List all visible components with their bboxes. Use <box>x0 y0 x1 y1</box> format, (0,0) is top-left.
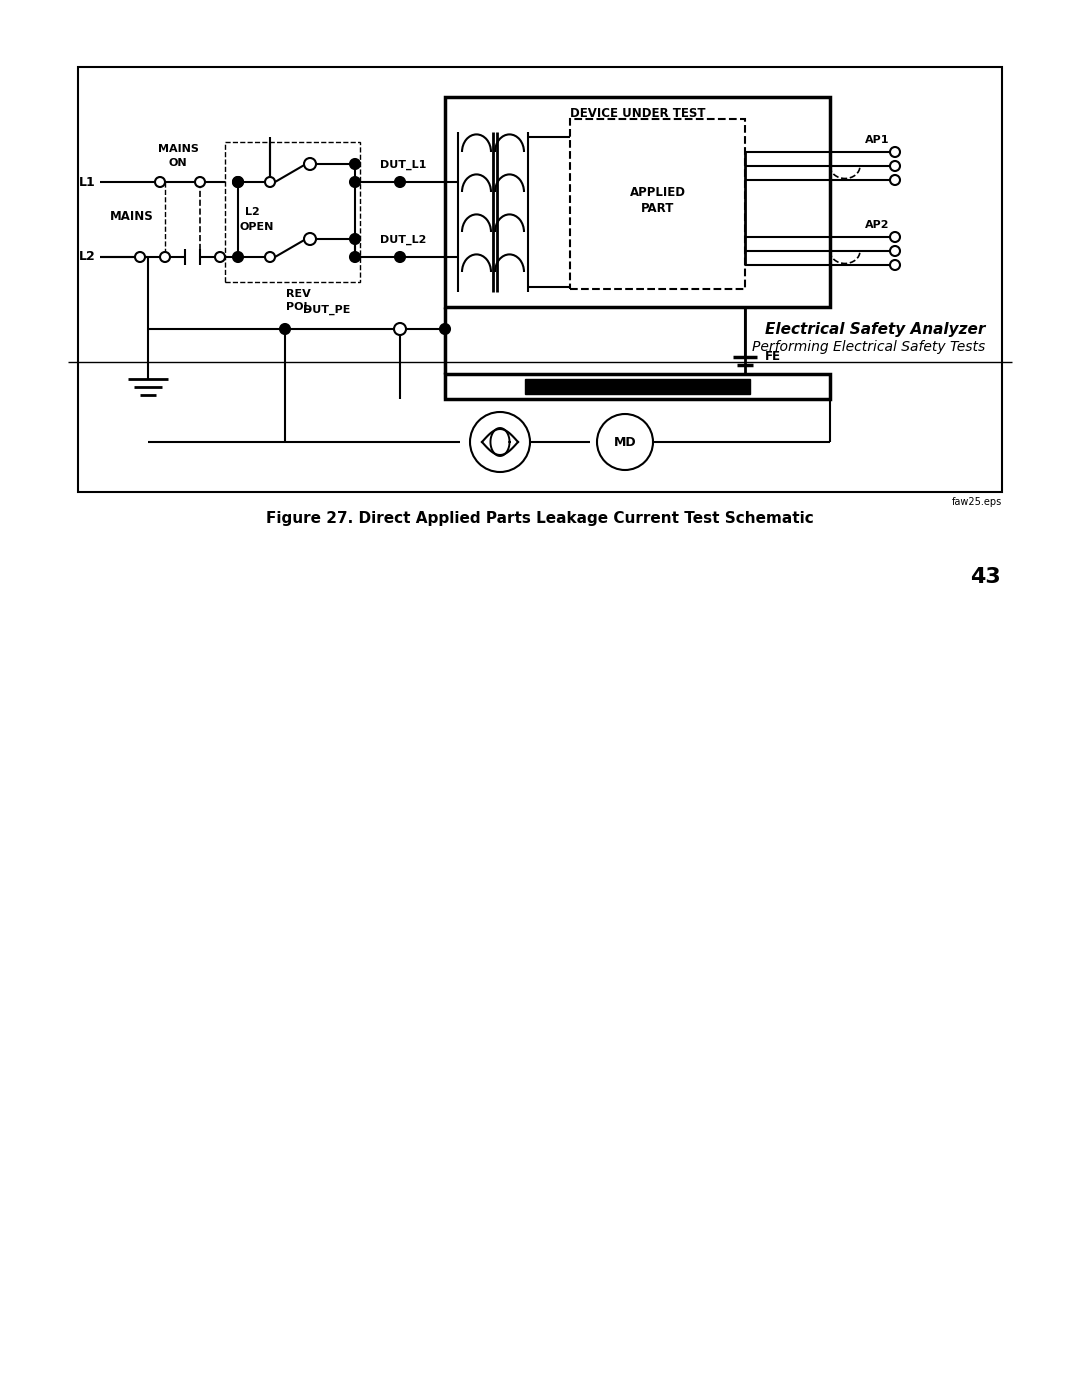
Circle shape <box>303 233 316 244</box>
Circle shape <box>890 246 900 256</box>
Text: MAINS: MAINS <box>110 211 153 224</box>
Text: DEVICE UNDER TEST: DEVICE UNDER TEST <box>570 108 705 120</box>
Circle shape <box>350 235 360 244</box>
Text: CONDUCTIVE PART: CONDUCTIVE PART <box>576 379 700 393</box>
Text: 43: 43 <box>970 567 1000 587</box>
Text: PART: PART <box>640 203 674 215</box>
Circle shape <box>233 177 243 187</box>
Circle shape <box>350 177 360 187</box>
Bar <box>570 119 745 289</box>
Text: AP1: AP1 <box>865 136 890 145</box>
Text: AP2: AP2 <box>865 219 890 231</box>
Circle shape <box>160 251 170 263</box>
Circle shape <box>156 177 165 187</box>
Circle shape <box>265 251 275 263</box>
Circle shape <box>470 412 530 472</box>
Circle shape <box>195 177 205 187</box>
Text: MAINS: MAINS <box>158 144 199 154</box>
Bar <box>525 379 750 394</box>
Text: DUT_L2: DUT_L2 <box>380 235 427 244</box>
Text: Performing Electrical Safety Tests: Performing Electrical Safety Tests <box>752 339 985 353</box>
Bar <box>445 96 831 307</box>
Bar <box>78 67 1002 492</box>
Bar <box>225 142 360 282</box>
Circle shape <box>597 414 653 469</box>
Circle shape <box>395 177 405 187</box>
Circle shape <box>350 159 360 169</box>
Text: L2: L2 <box>245 207 260 217</box>
Circle shape <box>135 251 145 263</box>
Circle shape <box>215 251 225 263</box>
Circle shape <box>233 251 243 263</box>
Text: DUT_PE: DUT_PE <box>302 305 350 314</box>
Text: Electrical Safety Analyzer: Electrical Safety Analyzer <box>765 321 985 337</box>
Bar <box>445 374 831 400</box>
Circle shape <box>395 251 405 263</box>
Circle shape <box>890 175 900 184</box>
Text: REV: REV <box>285 289 310 299</box>
Text: L1: L1 <box>79 176 96 189</box>
Circle shape <box>890 260 900 270</box>
Circle shape <box>890 147 900 156</box>
Circle shape <box>233 177 243 187</box>
Circle shape <box>280 324 291 334</box>
Text: L2: L2 <box>79 250 96 264</box>
Text: DUT_L1: DUT_L1 <box>380 159 427 170</box>
Circle shape <box>265 177 275 187</box>
Text: FE: FE <box>765 351 781 363</box>
Text: Figure 27. Direct Applied Parts Leakage Current Test Schematic: Figure 27. Direct Applied Parts Leakage … <box>266 511 814 527</box>
Circle shape <box>890 161 900 170</box>
Text: OPEN: OPEN <box>240 222 274 232</box>
Circle shape <box>350 251 360 263</box>
Text: MD: MD <box>613 436 636 448</box>
Text: ON: ON <box>168 158 187 168</box>
Circle shape <box>394 323 406 335</box>
Circle shape <box>890 232 900 242</box>
Text: faw25.eps: faw25.eps <box>951 497 1002 507</box>
Text: POL: POL <box>286 302 310 312</box>
Circle shape <box>440 324 450 334</box>
Circle shape <box>303 158 316 170</box>
Text: APPLIED: APPLIED <box>630 186 686 198</box>
